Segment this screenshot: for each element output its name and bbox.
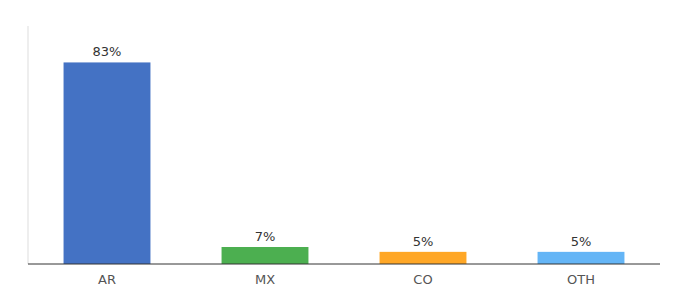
y-axis-line	[28, 26, 29, 264]
chart: AR MX CO OTH 83% 7% 5% 5%	[0, 0, 680, 300]
x-axis-line	[28, 264, 660, 265]
x-tick-label: MX	[255, 272, 275, 287]
x-tick-label: AR	[98, 272, 116, 287]
data-label: 5%	[571, 234, 592, 249]
chart-container: AR MX CO OTH 83% 7% 5% 5%	[0, 0, 680, 300]
bar	[64, 62, 151, 264]
data-label: 83%	[93, 44, 122, 59]
bar	[380, 252, 467, 264]
bars	[64, 62, 625, 264]
bar	[222, 247, 309, 264]
data-label: 5%	[413, 234, 434, 249]
data-label: 7%	[255, 229, 276, 244]
bar	[538, 252, 625, 264]
x-tick-label: OTH	[567, 272, 595, 287]
x-tick-label: CO	[413, 272, 432, 287]
